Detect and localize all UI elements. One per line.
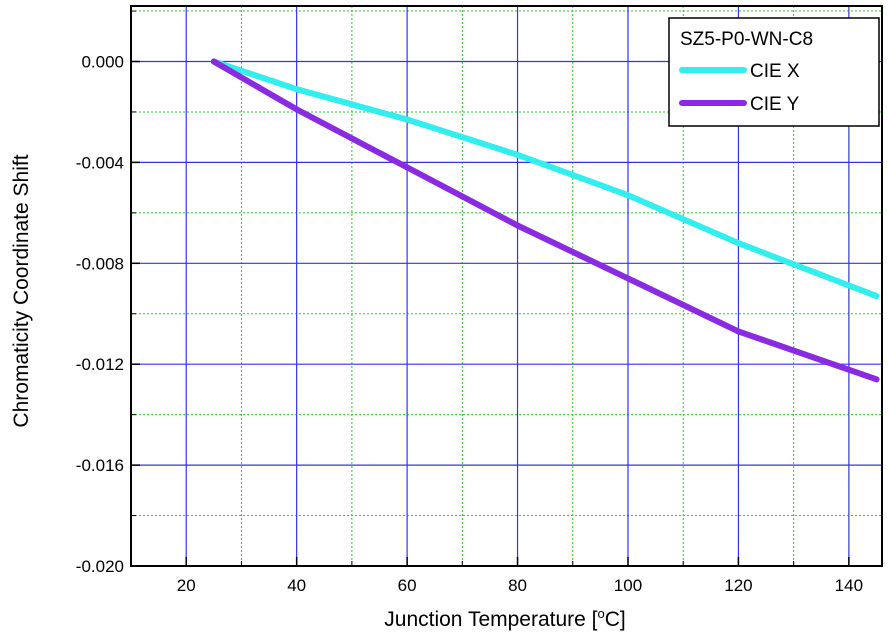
series-layer: [210, 58, 880, 383]
x-axis-label-main: Junction Temperature [: [384, 608, 597, 631]
y-tick-label: 0.000: [81, 52, 124, 71]
legend-label-cie-y: CIE Y: [750, 94, 800, 115]
legend: SZ5-P0-WN-C8 CIE X CIE Y: [668, 17, 880, 127]
data-point-cie-x: [624, 192, 631, 199]
data-point-cie-x: [293, 86, 300, 93]
x-tick-label: 20: [177, 576, 196, 595]
x-tick-label: 40: [287, 576, 306, 595]
y-tick-label: -0.020: [76, 557, 124, 576]
y-tick-label: -0.016: [76, 456, 124, 475]
x-tick-label: 140: [835, 576, 863, 595]
y-tick-label: -0.012: [76, 355, 124, 374]
x-axis-label-degree: o: [598, 606, 605, 621]
legend-label-cie-x: CIE X: [750, 61, 800, 82]
data-point-cie-x: [735, 240, 742, 247]
data-point-cie-x: [873, 293, 880, 300]
x-tick-label: 120: [724, 576, 752, 595]
x-tick-label: 80: [508, 576, 527, 595]
data-point-cie-y: [404, 164, 411, 171]
tick-labels: 20 40 60 80 100 120 140 0.000 -0.004 -0.008 -0.012…: [76, 52, 863, 595]
data-point-cie-y: [624, 275, 631, 282]
y-axis-label: Chromaticity Coordinate Shift: [10, 154, 33, 427]
minor-gridlines: [131, 6, 882, 566]
data-point-cie-x: [514, 151, 521, 158]
y-tick-label: -0.004: [76, 153, 124, 172]
plot-frame: [130, 5, 883, 567]
major-gridlines: [131, 6, 882, 566]
data-point-cie-y: [735, 328, 742, 335]
x-axis-label: Junction Temperature [oC]: [384, 606, 625, 631]
axis-ticks: [131, 10, 850, 567]
x-axis-label-unit: C]: [605, 608, 626, 631]
data-point-cie-y: [293, 106, 300, 113]
data-point-cie-y: [210, 58, 217, 65]
legend-title: SZ5-P0-WN-C8: [680, 29, 813, 50]
x-tick-label: 60: [398, 576, 417, 595]
y-tick-label: -0.008: [76, 254, 124, 273]
data-point-cie-y: [873, 376, 880, 383]
data-point-cie-y: [514, 222, 521, 229]
data-point-cie-x: [404, 116, 411, 123]
x-tick-label: 100: [614, 576, 642, 595]
